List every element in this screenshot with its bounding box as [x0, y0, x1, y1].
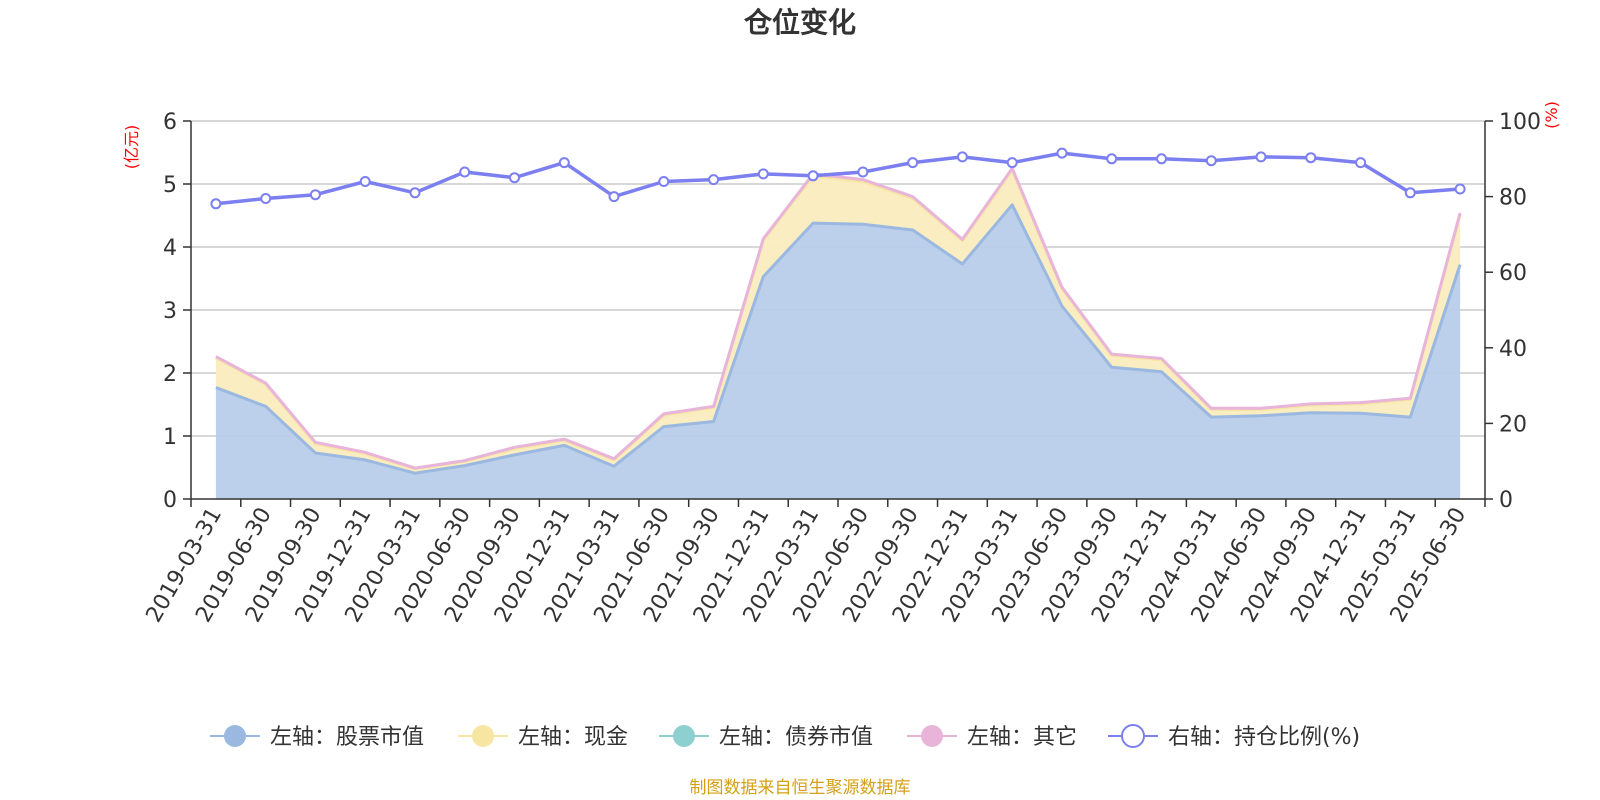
ratio-point	[260, 193, 272, 204]
legend-label: 左轴：债券市值	[719, 725, 873, 750]
area-edge	[215, 166, 1462, 470]
ratio-point	[857, 166, 869, 178]
legend-label: 左轴：现金	[518, 725, 628, 750]
ratio-point	[1006, 157, 1018, 169]
left-tick-label: 5	[163, 173, 177, 198]
ratio-point	[409, 187, 421, 199]
legend-marker	[472, 725, 494, 747]
ratio-point	[1305, 152, 1317, 164]
ratio-point	[1255, 151, 1267, 163]
legend-item[interactable]: 左轴：其它	[907, 725, 1077, 750]
right-tick-label: 20	[1499, 412, 1527, 437]
right-tick-label: 60	[1499, 261, 1527, 286]
ratio-point	[1056, 147, 1068, 159]
ratio-point	[1454, 183, 1466, 195]
legend-marker	[921, 725, 943, 747]
ratio-point	[210, 198, 222, 210]
left-tick-label: 2	[163, 362, 177, 387]
right-tick-label: 100	[1499, 110, 1541, 135]
legend-item[interactable]: 左轴：现金	[458, 725, 628, 750]
legend-marker	[224, 725, 246, 747]
ratio-line	[215, 151, 1461, 206]
ratio-point	[1106, 153, 1118, 165]
ratio-point	[1404, 187, 1416, 199]
ratio-point	[807, 170, 819, 182]
ratio-point	[956, 151, 968, 163]
ratio-point	[1205, 155, 1217, 167]
legend-label: 左轴：其它	[967, 725, 1077, 750]
ratio-point	[1355, 157, 1367, 169]
legend-marker	[673, 725, 695, 747]
right-axis-unit: (%)	[1542, 101, 1561, 129]
right-tick-label: 40	[1499, 337, 1527, 362]
ratio-point	[757, 168, 769, 180]
ratio-point	[309, 189, 321, 201]
right-tick-label: 80	[1499, 186, 1527, 211]
left-tick-label: 0	[163, 488, 177, 513]
ratio-line-series	[210, 147, 1466, 210]
left-axis-unit: (亿元)	[122, 125, 141, 170]
area-series	[215, 166, 1462, 500]
source-note: 制图数据来自恒生聚源数据库	[690, 778, 911, 798]
legend: 左轴：股票市值 左轴：现金 左轴：债券市值 左轴：其它 右轴：持仓比例(%)	[210, 724, 1360, 750]
left-tick-label: 4	[163, 236, 177, 261]
legend-marker	[1121, 724, 1145, 748]
left-tick-label: 1	[163, 425, 177, 450]
ratio-point	[359, 176, 371, 187]
ratio-point	[658, 176, 670, 187]
ratio-point	[1156, 153, 1167, 165]
legend-label: 左轴：股票市值	[270, 725, 424, 750]
legend-item[interactable]: 左轴：债券市值	[659, 725, 873, 750]
left-tick-label: 6	[163, 110, 177, 135]
ratio-point	[708, 174, 720, 186]
ratio-point	[907, 157, 919, 169]
left-tick-label: 3	[163, 299, 177, 324]
chart-title: 仓位变化	[744, 6, 856, 39]
legend-item[interactable]: 右轴：持仓比例(%)	[1108, 724, 1360, 750]
area-edge	[215, 203, 1462, 475]
area-fill	[215, 204, 1461, 500]
legend-item[interactable]: 左轴：股票市值	[210, 725, 424, 750]
right-tick-label: 0	[1499, 488, 1513, 513]
ratio-point	[608, 191, 620, 203]
ratio-point	[509, 172, 520, 184]
ratio-point	[558, 157, 570, 169]
legend-label: 右轴：持仓比例(%)	[1168, 725, 1360, 750]
ratio-point	[459, 166, 471, 178]
